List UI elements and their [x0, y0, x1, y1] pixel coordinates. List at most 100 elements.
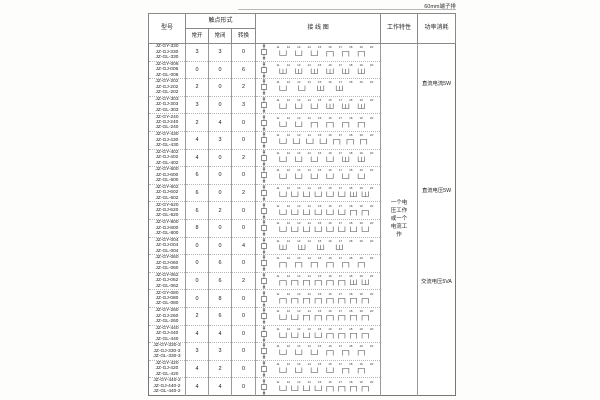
terminal-numbers: 11 12 13 14 15 16 17 18 19 20 — [276, 133, 373, 137]
svg-text:14: 14 — [308, 151, 312, 155]
svg-text:13: 13 — [297, 256, 301, 260]
header-contact-co: 转换 — [230, 28, 257, 44]
svg-text:15: 15 — [318, 344, 322, 348]
svg-text:12: 12 — [287, 292, 291, 296]
nc-count: 6 — [208, 307, 232, 326]
model-cell: JZ-GY-240 JZ-GJ-240 JZ-GL-240 — [148, 113, 186, 132]
co-count: 2 — [231, 149, 257, 168]
terminal-numbers: 11 12 13 14 15 16 17 18 19 20 — [276, 309, 373, 313]
model-number: JZ-GJ-600 — [155, 172, 179, 178]
wiring-diagram-cell: 11 12 13 14 15 16 17 18 19 20 — [255, 360, 382, 379]
svg-text:11: 11 — [276, 186, 279, 190]
model-number: JZ-GL-402 — [155, 160, 179, 166]
svg-text:18: 18 — [349, 63, 353, 67]
nc-count: 6 — [208, 254, 232, 273]
svg-text:11: 11 — [276, 204, 279, 208]
co-count: 0 — [231, 307, 257, 326]
model-number: JZ-GJ-006 — [155, 67, 179, 73]
svg-text:15: 15 — [318, 327, 322, 331]
no-count: 3 — [185, 43, 209, 62]
wiring-diagram-cell: 11 12 13 14 15 16 17 18 19 20 — [255, 307, 382, 326]
wiring-diagram-cell: 11 12 13 14 15 16 17 18 19 20 — [255, 96, 382, 115]
model-number: JZ-GY-202 — [155, 79, 179, 85]
no-count: 8 — [185, 219, 209, 238]
svg-text:20: 20 — [370, 292, 374, 296]
model-number: JZ-GJ-440 — [155, 331, 179, 337]
svg-text:20: 20 — [370, 344, 374, 348]
co-count: 0 — [231, 201, 257, 220]
model-number: JZ-GJ-330-3 — [153, 348, 181, 354]
no-count: 2 — [185, 307, 209, 326]
model-number: JZ-GL-440 — [155, 336, 179, 342]
terminal-numbers: 11 12 13 14 15 16 17 18 19 20 — [276, 80, 373, 84]
table-row: JZ-GY-402 JZ-GJ-402 JZ-GL-402 4 0 2 11 12 13 14 15… — [148, 149, 456, 168]
nc-count: 0 — [208, 219, 232, 238]
no-count: 2 — [185, 113, 209, 132]
model-cell: JZ-GY-420 JZ-GJ-420 JZ-GL-420 — [148, 360, 186, 379]
coil-symbol — [261, 203, 267, 219]
svg-text:15: 15 — [318, 292, 322, 296]
contact-symbols — [279, 209, 369, 216]
svg-text:17: 17 — [339, 63, 343, 67]
svg-text:13: 13 — [297, 362, 301, 366]
no-count: 4 — [185, 360, 209, 379]
model-number: JZ-GJ-202 — [155, 84, 179, 90]
terminal-numbers: 11 12 13 14 15 16 17 18 19 20 — [276, 186, 373, 190]
wiring-diagram: 11 12 13 14 15 16 17 18 19 20 — [261, 185, 374, 201]
wiring-diagram-cell: 11 12 13 14 15 16 17 18 19 20 — [255, 166, 382, 185]
svg-text:12: 12 — [287, 80, 291, 84]
coil-symbol — [261, 379, 267, 394]
contact-symbols — [279, 173, 365, 180]
coil-symbol — [261, 79, 267, 95]
table-row: JZ-GY-620 JZ-GJ-620 JZ-GL-620 6 2 0 11 12 13 14 15… — [148, 201, 456, 220]
svg-text:12: 12 — [287, 45, 291, 49]
wiring-diagram: 11 12 13 14 15 16 17 18 19 20 — [261, 203, 374, 219]
model-number: JZ-GL-006 — [155, 72, 179, 78]
wiring-diagram-cell: 11 12 13 14 15 16 17 18 19 20 — [255, 272, 382, 291]
table-row: JZ-GY-420 JZ-GJ-420 JZ-GL-420 4 2 0 11 12 13 14 15… — [148, 360, 456, 379]
nc-count: 0 — [208, 61, 232, 80]
wiring-diagram-cell: 11 12 13 14 15 16 17 18 19 20 — [255, 43, 382, 62]
model-number: JZ-GL-303 — [155, 107, 179, 113]
model-cell: JZ-GY-800 JZ-GJ-800 JZ-GL-800 — [148, 219, 186, 238]
co-count: 2 — [231, 78, 257, 97]
terminal-numbers: 11 12 13 14 15 16 17 18 19 20 — [276, 151, 373, 155]
svg-text:20: 20 — [370, 309, 374, 313]
contact-symbols — [279, 191, 369, 197]
svg-text:15: 15 — [318, 80, 322, 84]
svg-text:14: 14 — [308, 344, 312, 348]
nc-count: 3 — [208, 131, 232, 150]
table-row: JZ-GY-440 JZ-GJ-440 JZ-GL-440 4 4 0 11 12 13 14 15… — [148, 325, 456, 344]
svg-text:15: 15 — [318, 362, 322, 366]
table-body: JZ-GY-330 JZ-GJ-330 JZ-GL-330 3 3 0 11 12 13 14 15… — [148, 43, 456, 396]
model-cell: JZ-GY-330-3 JZ-GJ-330-3 JZ-GL-330-3 — [148, 342, 186, 361]
terminal-numbers: 11 12 13 14 15 16 17 18 19 20 — [276, 239, 373, 243]
svg-text:14: 14 — [308, 239, 312, 243]
svg-text:16: 16 — [328, 380, 332, 384]
model-number: JZ-GL-430 — [155, 142, 179, 148]
svg-text:19: 19 — [360, 239, 364, 243]
svg-text:18: 18 — [349, 292, 353, 296]
svg-text:19: 19 — [360, 256, 364, 260]
svg-text:19: 19 — [360, 80, 364, 84]
contact-symbols — [279, 138, 368, 145]
svg-text:19: 19 — [360, 221, 364, 225]
svg-text:13: 13 — [297, 239, 301, 243]
svg-text:18: 18 — [349, 45, 353, 49]
coil-symbol — [261, 97, 267, 113]
coil-symbol — [261, 150, 267, 166]
svg-text:11: 11 — [276, 380, 279, 384]
svg-text:18: 18 — [349, 204, 353, 208]
coil-symbol — [261, 361, 267, 377]
svg-text:14: 14 — [308, 362, 312, 366]
svg-text:13: 13 — [297, 116, 301, 120]
svg-text:20: 20 — [370, 151, 374, 155]
svg-text:17: 17 — [339, 80, 343, 84]
svg-text:14: 14 — [308, 45, 312, 49]
svg-text:20: 20 — [370, 327, 374, 331]
model-number: JZ-GL-080 — [155, 301, 179, 307]
model-number: JZ-GJ-420 — [155, 366, 179, 372]
wiring-diagram: 11 12 13 14 15 16 17 18 19 20 — [261, 361, 374, 377]
svg-text:19: 19 — [360, 168, 364, 172]
wiring-diagram-cell: 11 12 13 14 15 16 17 18 19 20 — [255, 254, 382, 273]
